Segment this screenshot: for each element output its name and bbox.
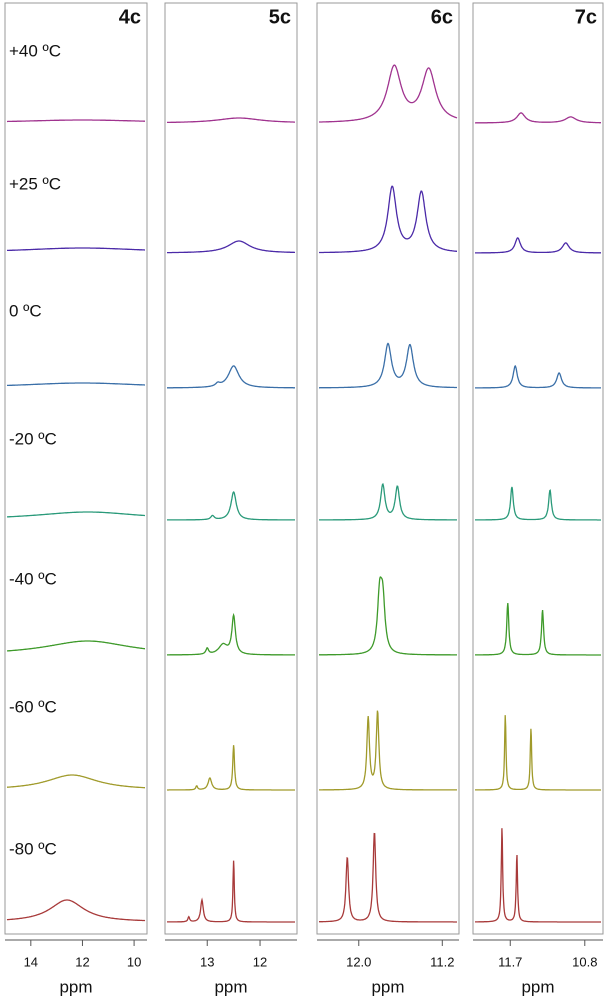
spectrum-trace [7,119,145,123]
spectrum-trace [167,117,295,124]
spectrum-trace [7,247,145,252]
panel-frame [164,2,298,935]
temperature-label: -40 ºC [9,569,57,588]
spectrum-trace [7,511,145,518]
panel-frame [472,2,604,935]
x-tick-label: 10 [127,954,141,969]
spectrum-trace [7,382,145,387]
spectrum-trace [319,832,457,923]
spectrum-trace [319,185,457,254]
temperature-label: 0 ºC [9,301,42,320]
x-tick-label: 12.0 [346,954,371,969]
temperature-label: +40 ºC [9,41,61,60]
spectrum-trace [319,64,458,123]
temperature-label: -60 ºC [9,697,57,716]
spectrum-trace [167,491,295,521]
spectrum-trace [319,482,457,521]
spectrum-trace [6,899,146,922]
spectrum-trace [475,602,601,656]
x-tick-label: 11.2 [430,954,454,969]
x-tick-label: 13 [200,954,214,969]
spectrum-trace [7,640,145,652]
x-tick-label: 12 [253,954,267,969]
spectrum-trace [167,612,295,656]
spectrum-trace [475,112,601,124]
panel-title: 6c [431,6,453,28]
spectrum-trace [319,342,457,389]
panel-frame [4,2,148,935]
x-tick-label: 12 [75,954,89,969]
spectrum-trace [475,365,601,389]
spectrum-trace [319,710,457,791]
spectrum-trace [167,240,295,254]
spectrum-trace [475,486,601,521]
spectrum-trace [475,237,601,254]
spectrum-trace [167,365,295,389]
x-axis-label: ppm [214,977,247,996]
panel-title: 5c [269,6,291,28]
temperature-label: -20 ºC [9,429,57,448]
spectrum-trace [167,860,295,923]
x-axis-label: ppm [371,977,404,996]
spectrum-trace [167,745,295,791]
spectrum-trace [7,774,145,789]
x-axis-label: ppm [521,977,554,996]
x-tick-label: 14 [24,954,38,969]
x-tick-label: 10.8 [572,954,597,969]
spectrum-trace [475,715,601,791]
temperature-label: +25 ºC [9,174,61,193]
x-axis-label: ppm [59,977,92,996]
panel-title: 4c [119,6,141,28]
panel-title: 7c [575,6,597,28]
panel-frame [316,2,460,935]
spectrum-trace [475,828,601,923]
spectrum-trace [319,576,457,656]
x-tick-label: 11.7 [498,954,522,969]
temperature-label: -80 ºC [9,839,57,858]
